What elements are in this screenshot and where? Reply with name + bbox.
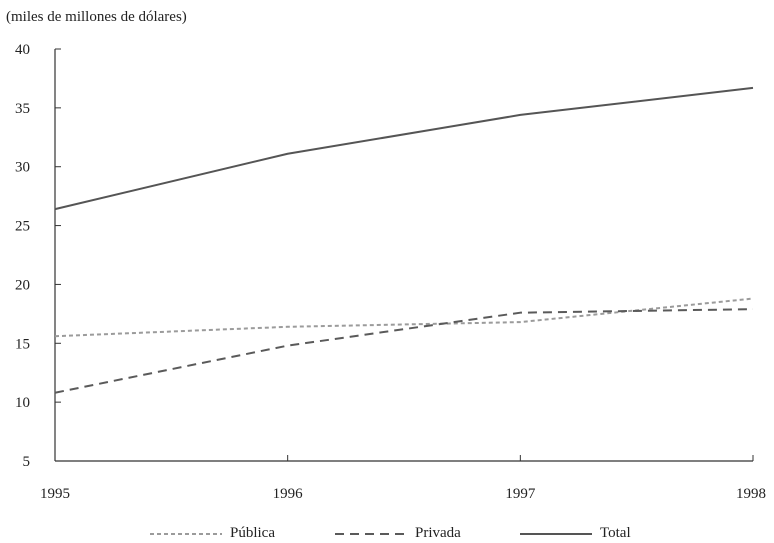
legend-swatch-publica xyxy=(150,532,222,535)
x-tick-label: 1996 xyxy=(273,486,304,502)
legend-label-privada: Privada xyxy=(415,525,461,541)
unit-label: (miles de millones de dólares) xyxy=(6,9,187,25)
legend-swatch-privada xyxy=(335,532,407,535)
series-line-privada xyxy=(54,308,754,394)
series-lines xyxy=(54,86,754,394)
legend-label-publica: Pública xyxy=(230,525,275,541)
legend: Pública Privada Total xyxy=(150,525,710,543)
y-tick-label: 30 xyxy=(15,160,30,176)
y-tick-label: 10 xyxy=(15,395,30,411)
x-tick-label: 1997 xyxy=(505,486,536,502)
legend-item-privada: Privada xyxy=(335,525,461,542)
x-tick-label: 1998 xyxy=(736,486,766,502)
y-tick-label: 35 xyxy=(15,101,30,117)
series-line-publica xyxy=(54,297,754,338)
y-tick-label: 40 xyxy=(15,42,30,58)
y-tick-label: 15 xyxy=(15,336,30,352)
y-axis: 5 10 15 20 25 30 35 40 xyxy=(15,42,61,470)
legend-item-publica: Pública xyxy=(150,525,275,542)
y-tick-label: 25 xyxy=(15,219,30,235)
x-tick-label: 1995 xyxy=(40,486,70,502)
y-tick-label: 5 xyxy=(23,454,31,470)
legend-label-total: Total xyxy=(600,525,631,541)
x-axis: 1995 1996 1997 1998 xyxy=(40,455,766,502)
y-tick-label: 20 xyxy=(15,277,30,293)
legend-item-total: Total xyxy=(520,525,631,542)
line-chart: 5 10 15 20 25 30 35 40 1995 1996 1997 1998 xyxy=(15,42,766,502)
legend-swatch-total xyxy=(520,532,592,535)
series-line-total xyxy=(54,86,754,211)
